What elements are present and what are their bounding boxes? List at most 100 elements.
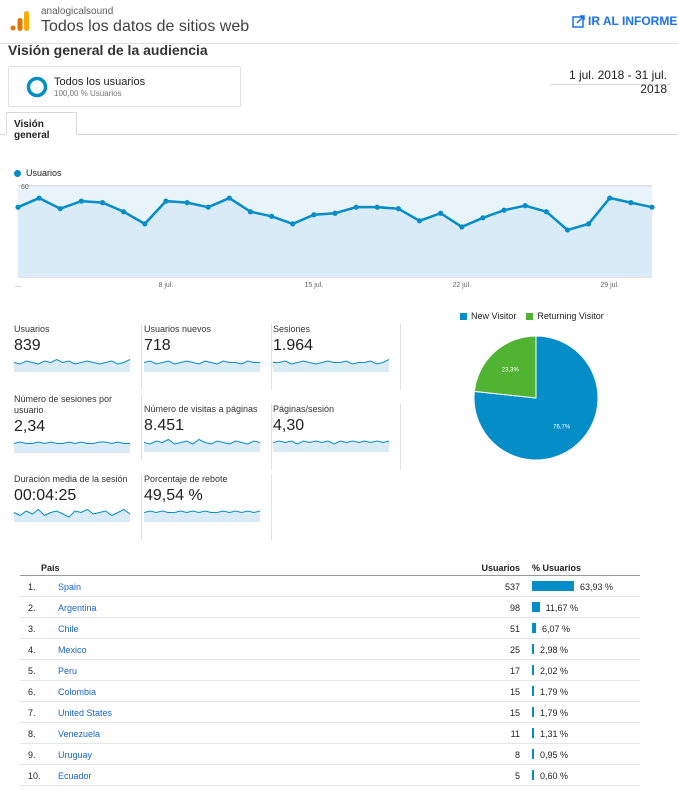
data-point-day-29[interactable] bbox=[607, 195, 613, 201]
sparkline-area bbox=[14, 359, 130, 372]
data-point-day-11[interactable] bbox=[226, 195, 232, 201]
data-point-day-28[interactable] bbox=[586, 221, 592, 227]
row-share-bar bbox=[532, 644, 534, 654]
row-pct: 6,07 % bbox=[541, 624, 571, 634]
data-point-day-5[interactable] bbox=[99, 200, 106, 206]
line-chart-legend: Usuarios bbox=[14, 168, 62, 178]
metric-sparkline bbox=[14, 508, 130, 522]
data-point-day-27[interactable] bbox=[564, 227, 571, 233]
metric-tile[interactable]: Porcentaje de rebote 49,54 % bbox=[144, 474, 272, 540]
data-point-day-13[interactable] bbox=[269, 213, 275, 219]
table-row: 8. Venezuela 11 1,31 % bbox=[20, 723, 640, 744]
country-link[interactable]: Peru bbox=[58, 666, 78, 676]
go-to-report-button[interactable]: IR AL INFORME bbox=[572, 14, 677, 28]
country-link[interactable]: Venezuela bbox=[58, 729, 101, 739]
data-point-day-2[interactable] bbox=[36, 195, 42, 201]
x-tick-label: ... bbox=[15, 282, 21, 289]
metric-tile[interactable]: Número de visitas a páginas 8.451 bbox=[144, 404, 272, 470]
metric-value: 718 bbox=[144, 337, 171, 354]
data-point-day-16[interactable] bbox=[332, 210, 338, 216]
data-point-day-18[interactable] bbox=[374, 204, 380, 210]
data-point-day-21[interactable] bbox=[438, 210, 444, 216]
row-share-bar bbox=[532, 707, 534, 717]
segment-card[interactable]: Todos los usuarios 100,00 % Usuarios bbox=[8, 66, 241, 107]
row-users: 25 bbox=[509, 645, 520, 655]
x-tick-label: 8 jul. bbox=[159, 282, 174, 289]
sparkline-line bbox=[273, 359, 389, 365]
row-index: 9. bbox=[28, 750, 36, 760]
row-pct: 2,02 % bbox=[540, 666, 569, 676]
row-share-bar bbox=[532, 665, 534, 675]
metric-tile[interactable]: Usuarios nuevos 718 bbox=[144, 324, 272, 390]
table-row: 3. Chile 51 6,07 % bbox=[20, 618, 640, 639]
row-pct: 1,79 % bbox=[540, 687, 569, 697]
row-share-bar bbox=[532, 770, 534, 780]
row-share-bar bbox=[532, 749, 534, 759]
tab-overview[interactable]: Visión general bbox=[6, 112, 77, 141]
row-index: 7. bbox=[28, 708, 36, 718]
data-point-day-26[interactable] bbox=[543, 209, 549, 215]
data-point-day-30[interactable] bbox=[628, 200, 634, 206]
row-index: 5. bbox=[28, 666, 36, 676]
data-point-day-12[interactable] bbox=[247, 209, 254, 215]
data-point-day-3[interactable] bbox=[57, 206, 63, 212]
metric-label: Usuarios bbox=[14, 324, 50, 334]
metric-tile[interactable]: Número de sesiones por usuario 2,34 bbox=[14, 394, 142, 460]
segment-name: Todos los usuarios bbox=[54, 76, 146, 88]
x-tick-label: 15 jul. bbox=[305, 282, 324, 289]
data-point-day-25[interactable] bbox=[522, 203, 528, 209]
table-row: 7. United States 15 1,79 % bbox=[20, 702, 640, 723]
sparkline-area bbox=[273, 441, 389, 452]
date-range-picker[interactable]: 1 jul. 2018 - 31 jul. 2018 bbox=[550, 63, 671, 96]
data-point-day-10[interactable] bbox=[205, 204, 211, 210]
country-link[interactable]: Ecuador bbox=[58, 771, 92, 781]
country-link[interactable]: United States bbox=[58, 708, 113, 718]
metric-tile[interactable]: Usuarios 839 bbox=[14, 324, 142, 390]
country-link[interactable]: Chile bbox=[58, 624, 79, 634]
data-point-day-23[interactable] bbox=[480, 215, 486, 221]
metric-tile[interactable]: Páginas/sesión 4,30 bbox=[273, 404, 401, 470]
sparkline-line bbox=[144, 360, 260, 365]
data-point-day-20[interactable] bbox=[416, 218, 423, 224]
country-link[interactable]: Colombia bbox=[58, 687, 97, 697]
data-point-day-1[interactable] bbox=[15, 204, 21, 210]
data-point-day-14[interactable] bbox=[290, 221, 296, 227]
table-row: 2. Argentina 98 11,67 % bbox=[20, 597, 640, 618]
metric-sparkline bbox=[144, 438, 260, 452]
country-link[interactable]: Argentina bbox=[58, 603, 97, 613]
metric-tile[interactable]: Sesiones 1.964 bbox=[273, 324, 401, 390]
metric-value: 49,54 % bbox=[144, 487, 203, 504]
header-users: Usuarios bbox=[481, 563, 520, 573]
data-point-day-31[interactable] bbox=[649, 204, 655, 210]
page-title: Visión general de la audiencia bbox=[8, 42, 208, 58]
table-header: País Usuarios % Usuarios bbox=[20, 560, 640, 576]
data-point-day-9[interactable] bbox=[184, 200, 190, 206]
header-country: País bbox=[41, 563, 60, 573]
country-link[interactable]: Mexico bbox=[58, 645, 87, 655]
metric-label: Número de visitas a páginas bbox=[144, 404, 258, 414]
pie-legend: New Visitor Returning Visitor bbox=[460, 311, 604, 321]
country-link[interactable]: Spain bbox=[58, 582, 82, 592]
metric-value: 8.451 bbox=[144, 417, 185, 434]
data-point-day-17[interactable] bbox=[353, 204, 359, 210]
data-point-day-15[interactable] bbox=[311, 212, 317, 218]
row-share-bar bbox=[532, 728, 534, 738]
metric-sparkline bbox=[14, 441, 130, 453]
metric-sparkline bbox=[273, 440, 389, 452]
data-point-day-24[interactable] bbox=[501, 207, 507, 213]
x-tick-label: 29 jul. bbox=[600, 282, 619, 289]
data-point-day-7[interactable] bbox=[142, 221, 148, 227]
country-link[interactable]: Uruguay bbox=[58, 750, 93, 760]
data-point-day-19[interactable] bbox=[395, 206, 401, 212]
row-users: 98 bbox=[509, 603, 520, 613]
table-row: 10. Ecuador 5 0,60 % bbox=[20, 765, 640, 786]
data-point-day-6[interactable] bbox=[121, 209, 127, 215]
data-point-day-8[interactable] bbox=[163, 198, 169, 204]
sparkline-line bbox=[14, 358, 130, 365]
data-point-day-4[interactable] bbox=[78, 198, 84, 204]
data-point-day-22[interactable] bbox=[459, 224, 465, 230]
metric-sparkline bbox=[273, 359, 389, 372]
pie-slice-returning-visitor[interactable] bbox=[473, 335, 537, 399]
property-selector[interactable]: Todos los datos de sitios web bbox=[41, 18, 250, 35]
metric-tile[interactable]: Duración media de la sesión 00:04:25 bbox=[14, 474, 142, 540]
